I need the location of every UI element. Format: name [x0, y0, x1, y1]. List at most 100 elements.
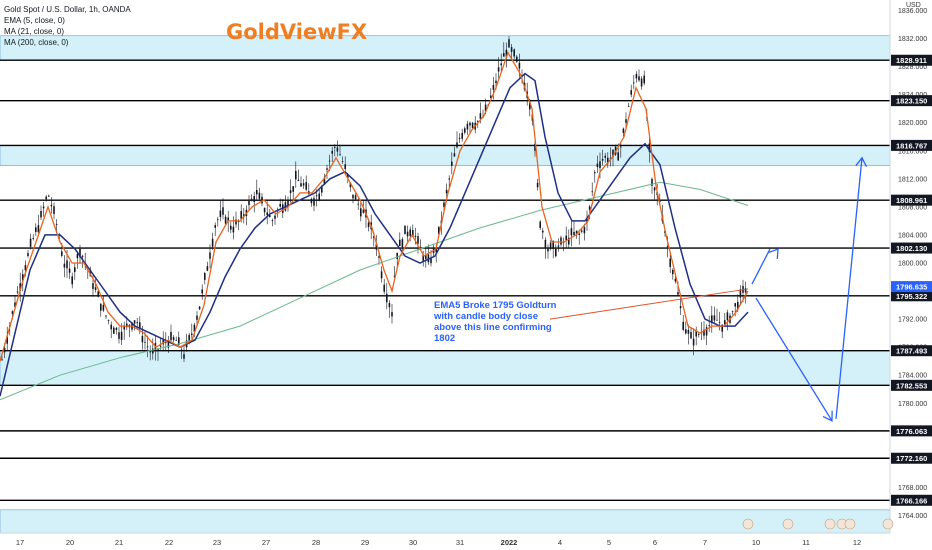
level-tag-label: 1808.961 — [896, 196, 927, 205]
x-tick-label: 6 — [653, 538, 657, 547]
x-tick-label: 7 — [703, 538, 707, 547]
candle-body — [178, 337, 180, 346]
legend-ma21: MA (21, close, 0) — [4, 27, 65, 36]
candle-body — [50, 204, 53, 207]
candle-body — [406, 231, 409, 237]
candle-body — [458, 138, 461, 139]
candle-body — [269, 215, 271, 218]
candle-body — [399, 239, 401, 246]
current-price-label: 1796.635 — [896, 283, 927, 292]
annotation-pointer-line — [549, 288, 749, 320]
support-resistance-zone — [0, 35, 891, 61]
candle-body — [536, 182, 539, 188]
candle-body — [253, 196, 255, 203]
candle-body — [318, 193, 320, 201]
candle-body — [640, 78, 643, 87]
candle-body — [557, 245, 560, 247]
y-tick-label: 1828.000 — [898, 64, 927, 71]
candle-body — [695, 331, 697, 337]
candle-body — [94, 287, 97, 290]
support-resistance-zone — [0, 350, 891, 386]
candle-body — [126, 323, 128, 328]
candle-body — [100, 303, 102, 311]
y-tick-label: 1832.000 — [898, 36, 927, 43]
candle-body — [466, 123, 469, 130]
scenario-up-line — [835, 157, 863, 419]
candle-body — [274, 215, 276, 219]
projection-arrow-head — [768, 247, 779, 259]
candle-body — [45, 196, 47, 200]
y-tick-label: 1764.000 — [898, 513, 927, 520]
event-flag-icon — [824, 518, 836, 530]
candle-body — [29, 238, 32, 247]
candle-body — [305, 182, 307, 190]
candle-body — [737, 301, 739, 310]
y-tick-label: 1812.000 — [898, 176, 927, 183]
candle-body — [677, 292, 679, 295]
candle-body — [425, 254, 427, 260]
candle-body — [378, 256, 380, 258]
candle-body — [492, 84, 495, 90]
event-flag-icon — [782, 518, 794, 530]
candle-body — [588, 206, 591, 210]
candle-body — [81, 255, 84, 257]
level-tag — [891, 242, 932, 254]
candle-body — [391, 312, 393, 317]
candle-body — [149, 351, 151, 353]
candle-body — [529, 100, 531, 110]
candle-body — [167, 340, 170, 348]
candle-body — [323, 177, 326, 184]
x-tick-label: 2022 — [501, 538, 518, 547]
candle-body — [209, 252, 211, 259]
candle-body — [638, 76, 640, 81]
candle-body — [633, 82, 635, 84]
candle-body — [617, 152, 619, 161]
candle-body — [227, 217, 229, 222]
brand-watermark: GoldViewFX — [226, 20, 368, 44]
candle-body — [625, 119, 627, 123]
legend-ema: EMA (5, close, 0) — [4, 16, 65, 25]
x-tick-label: 20 — [66, 538, 74, 547]
candle-body — [669, 258, 671, 267]
candle-body — [518, 62, 521, 69]
candle-body — [679, 306, 682, 309]
candle-body — [313, 198, 315, 206]
x-tick-label: 17 — [16, 538, 24, 547]
level-tag-label: 1802.130 — [896, 244, 927, 253]
candle-body — [718, 322, 721, 324]
level-tag — [891, 494, 932, 506]
candle-body — [310, 198, 313, 204]
candle-body — [685, 329, 687, 334]
candle-body — [133, 320, 136, 324]
level-tag — [891, 194, 932, 206]
candle-body — [292, 186, 294, 192]
candle-body — [240, 211, 242, 219]
candle-body — [578, 233, 580, 235]
candle-body — [565, 235, 567, 241]
candle-body — [141, 335, 144, 343]
candle-body — [591, 191, 593, 193]
candle-body — [79, 248, 81, 258]
candle-body — [586, 219, 588, 223]
candle-body — [599, 161, 601, 169]
event-flag-icon — [882, 518, 894, 530]
candle-body — [643, 75, 645, 84]
x-tick-label: 11 — [802, 538, 810, 547]
candle-body — [672, 270, 674, 275]
candle-body — [352, 194, 354, 199]
candle-body — [724, 320, 726, 325]
candle-body — [37, 225, 40, 233]
candle-body — [196, 315, 198, 320]
candle-body — [630, 90, 632, 95]
candle-body — [461, 132, 463, 139]
candle-body — [653, 187, 656, 191]
candle-body — [40, 210, 42, 218]
candle-body — [401, 239, 404, 248]
support-resistance-zone — [0, 145, 891, 166]
candle-body — [48, 195, 50, 197]
x-tick-label: 30 — [409, 538, 417, 547]
chart-annotation: EMA5 Broke 1795 Goldturn with candle bod… — [434, 300, 557, 344]
ema5-line — [0, 51, 749, 362]
candle-body — [328, 160, 331, 162]
